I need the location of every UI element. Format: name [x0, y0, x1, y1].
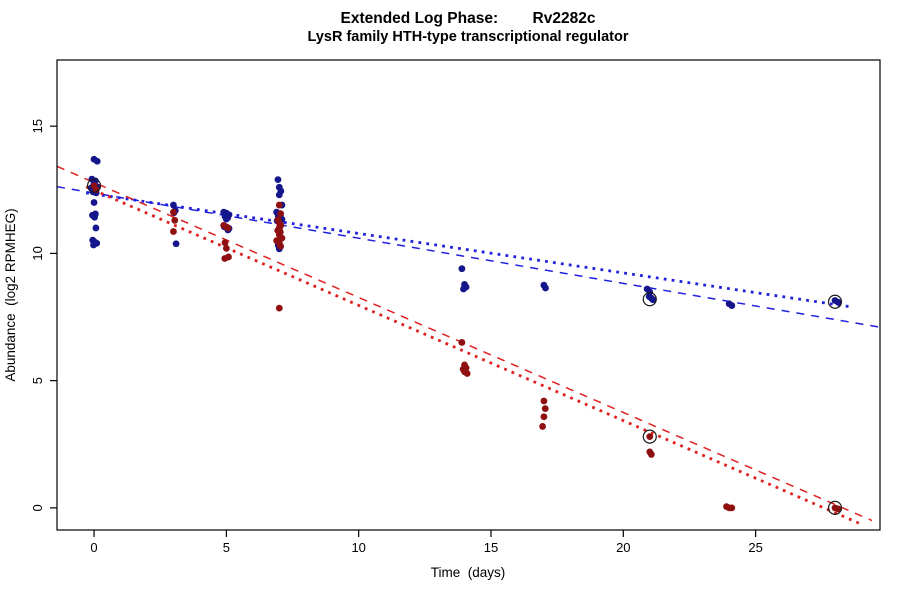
data-point — [171, 216, 179, 224]
x-axis-label: Time (days) — [431, 565, 506, 580]
x-tick-label: 15 — [484, 540, 498, 555]
y-tick-label: 10 — [30, 246, 45, 260]
trend-line-dashed — [57, 165, 873, 522]
data-point — [91, 213, 98, 221]
outlined-point-marker — [827, 294, 843, 309]
data-point — [275, 304, 283, 312]
chart-subtitle: LysR family HTH-type transcriptional reg… — [308, 29, 629, 45]
data-point — [458, 265, 466, 273]
data-point — [458, 339, 466, 346]
data-point — [834, 298, 842, 306]
data-point — [728, 302, 736, 309]
data-point — [541, 405, 549, 413]
data-point — [275, 201, 283, 209]
data-point — [90, 199, 98, 206]
data-point — [224, 224, 232, 232]
data-point — [221, 239, 229, 247]
data-point — [542, 284, 549, 292]
trend-line-dotted — [85, 185, 860, 525]
data-point — [463, 370, 471, 377]
plot-border — [56, 59, 881, 531]
data-point — [460, 285, 467, 293]
y-tick-label: 5 — [30, 377, 45, 384]
data-point — [275, 191, 283, 199]
x-tick-label: 25 — [748, 540, 762, 555]
data-point — [222, 215, 230, 223]
data-point — [728, 504, 736, 512]
data-point — [222, 244, 230, 252]
x-tick-label: 0 — [90, 540, 97, 555]
data-point — [170, 228, 177, 235]
data-point — [170, 201, 177, 209]
x-tick-label: 20 — [616, 540, 630, 555]
x-tick-label: 10 — [351, 540, 365, 555]
data-point — [540, 397, 548, 405]
data-points — [88, 155, 842, 513]
data-point — [540, 413, 548, 421]
data-point — [646, 433, 654, 441]
data-point — [649, 296, 657, 304]
y-axis-label: Abundance (log2 RPMHEG) — [3, 208, 18, 381]
data-point — [277, 210, 285, 218]
highlighted-points — [86, 178, 843, 515]
y-tick-label: 0 — [30, 504, 45, 511]
data-point — [647, 451, 655, 458]
data-point — [221, 255, 229, 262]
trend-lines — [57, 165, 880, 525]
trend-line-dotted — [85, 191, 852, 309]
y-tick-label: 15 — [30, 119, 45, 133]
chart-title: Extended Log Phase: Rv2282c — [341, 10, 596, 27]
data-point — [277, 242, 285, 250]
data-point — [90, 241, 97, 249]
outlined-point-marker — [827, 500, 843, 515]
outlined-point-marker — [642, 429, 657, 444]
data-point — [274, 176, 282, 183]
data-point — [539, 423, 546, 430]
trend-line-dashed — [57, 185, 880, 328]
outlined-point-marker — [642, 292, 657, 307]
data-point — [834, 505, 842, 513]
data-point — [170, 208, 177, 216]
data-point — [92, 224, 100, 232]
data-point — [93, 157, 101, 165]
outlined-point-marker — [86, 178, 102, 193]
data-point — [172, 240, 180, 248]
data-point — [278, 234, 286, 242]
axes: 0 5 10 15 20 25 0 5 10 15 — [30, 119, 763, 555]
x-tick-label: 5 — [223, 540, 230, 555]
